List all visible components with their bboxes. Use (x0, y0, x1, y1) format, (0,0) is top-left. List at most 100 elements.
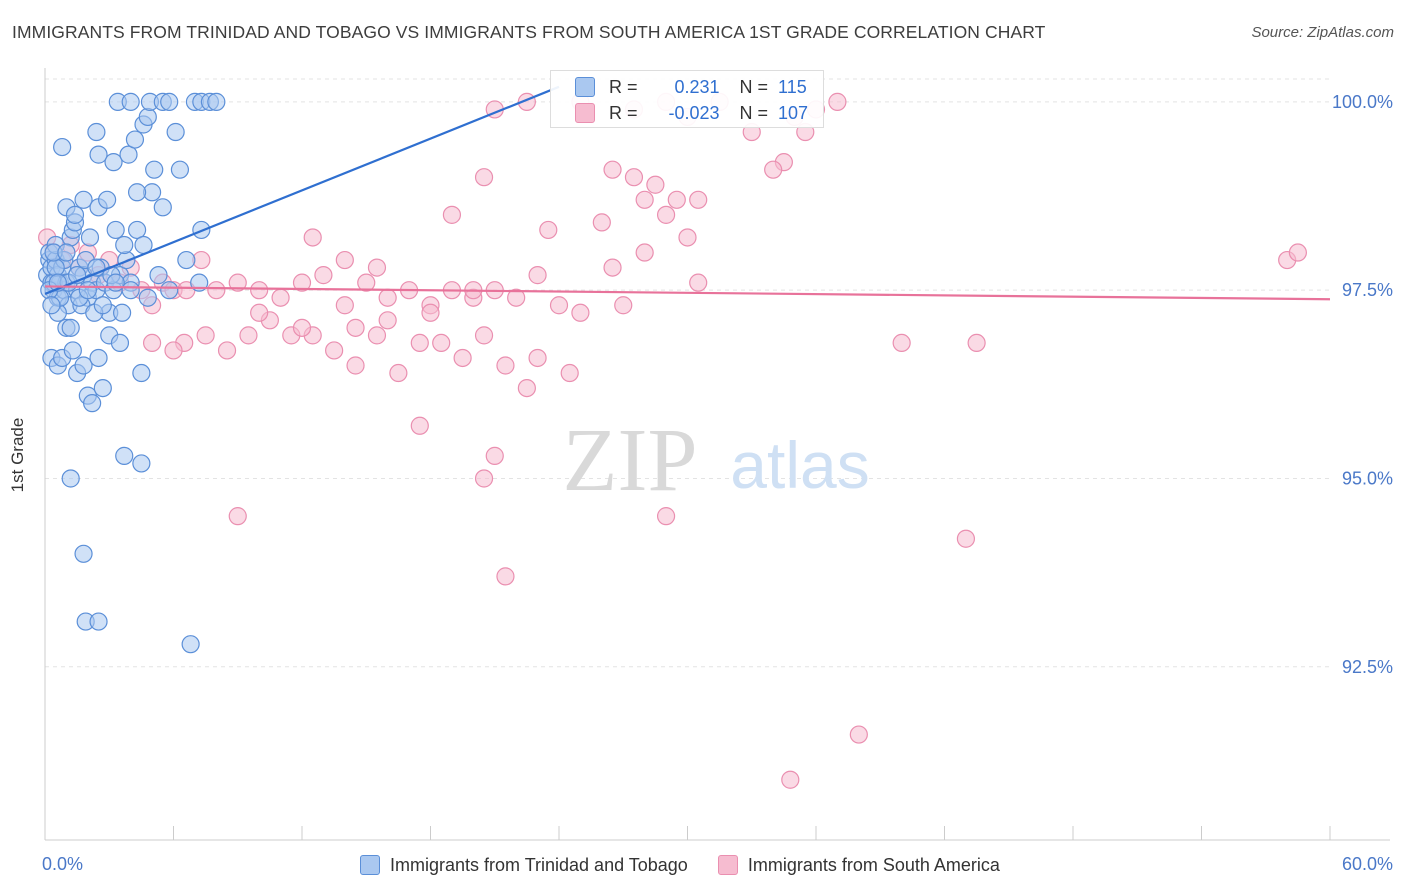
pink-trend-line (44, 285, 1331, 301)
tick-labels: 100.0% 97.5% 95.0% 92.5% 0.0% 60.0% (42, 92, 1393, 874)
blue-point (160, 92, 179, 111)
pink-point (142, 333, 162, 353)
pink-point (592, 213, 611, 232)
pink-point (689, 190, 708, 209)
y-axis-label: 1st Grade (8, 417, 27, 493)
pink-point (646, 175, 665, 194)
pink-point (667, 190, 686, 209)
blue-point (74, 356, 93, 375)
pink-point (892, 333, 911, 353)
blue-point (46, 258, 65, 277)
pink-point (164, 341, 183, 360)
blue-series-points (38, 92, 226, 654)
stats-n-value: 107 (778, 102, 809, 123)
blue-point (83, 394, 102, 413)
x-tick-label: 0.0% (42, 854, 83, 874)
legend-item-blue[interactable]: Immigrants from Trinidad and Tobago (360, 855, 688, 876)
pink-point (474, 168, 494, 187)
blue-point (106, 273, 125, 292)
blue-point (149, 266, 168, 285)
pink-point (250, 303, 269, 322)
blue-point (121, 281, 140, 300)
stats-r-label: R = (609, 76, 638, 97)
pink-point (571, 303, 590, 322)
stats-swatch-blue (575, 77, 595, 97)
blue-point (61, 318, 80, 337)
pink-point (357, 273, 376, 292)
pink-point (474, 469, 494, 488)
stats-row-pink: R = -0.023 N = 107 (575, 100, 808, 126)
trend-lines (44, 85, 1331, 301)
legend-label: Immigrants from Trinidad and Tobago (390, 854, 688, 875)
pink-point (239, 326, 258, 345)
blue-point (78, 281, 97, 300)
pink-point (496, 567, 515, 586)
blue-point (207, 92, 226, 111)
stats-n-label: N = (739, 76, 769, 97)
pink-point (325, 341, 344, 360)
axes (44, 68, 1390, 841)
blue-point (177, 250, 196, 270)
pink-point (196, 326, 215, 345)
pink-point (228, 273, 247, 292)
pink-point (207, 281, 226, 300)
pink-point (635, 190, 654, 209)
legend-label: Immigrants from South America (747, 854, 1000, 875)
blue-point (98, 190, 117, 209)
pink-point (378, 311, 397, 330)
pink-point (228, 507, 247, 526)
y-tick-label: 92.5% (1342, 657, 1393, 677)
y-tick-label: 97.5% (1342, 280, 1393, 300)
blue-point (106, 220, 125, 240)
blue-point (127, 220, 147, 240)
blue-point (132, 363, 151, 383)
blue-point (132, 454, 151, 473)
pink-point (335, 250, 354, 270)
watermark: ZIP atlas (563, 411, 870, 510)
legend-item-pink[interactable]: Immigrants from South America (717, 854, 1000, 876)
blue-point (89, 145, 108, 164)
pink-point (410, 416, 429, 435)
legend-swatch-pink (717, 855, 738, 875)
pink-point (421, 303, 440, 322)
blue-point (42, 296, 61, 315)
pink-point (453, 348, 472, 368)
pink-point (539, 220, 558, 240)
pink-point (314, 266, 333, 285)
blue-point (153, 198, 172, 217)
pink-point (689, 273, 708, 292)
blue-point (121, 92, 140, 111)
blue-point (57, 243, 76, 262)
pink-point (367, 258, 387, 277)
pink-point (849, 725, 868, 744)
source-credit: Source: ZipAtlas.com (1251, 24, 1394, 41)
pink-point (432, 333, 451, 353)
gridlines (45, 78, 1330, 668)
pink-point (474, 326, 494, 345)
pink-point (389, 363, 408, 383)
pink-point (378, 288, 397, 307)
pink-point (764, 160, 783, 179)
pink-point (635, 243, 654, 262)
chart-legend: Immigrants from Trinidad and Tobago Immi… (360, 850, 1000, 880)
pink-point (271, 288, 290, 307)
blue-point (166, 122, 185, 142)
stats-row-blue: R = 0.231 N = 115 (575, 74, 807, 100)
blue-point (93, 378, 112, 398)
pink-point (507, 288, 526, 307)
pink-point (496, 356, 515, 375)
blue-point (145, 160, 164, 179)
pink-point (485, 446, 504, 465)
pink-point (656, 507, 676, 526)
stats-r-value: -0.023 (668, 102, 720, 123)
blue-point (65, 205, 85, 224)
blue-point (138, 107, 157, 127)
pink-point (956, 529, 976, 548)
blue-point (160, 281, 179, 300)
blue-point (110, 333, 130, 353)
blue-point (53, 137, 72, 157)
blue-point (170, 160, 190, 179)
pink-point (335, 296, 354, 315)
pink-point (217, 341, 237, 360)
pink-point (656, 205, 676, 224)
